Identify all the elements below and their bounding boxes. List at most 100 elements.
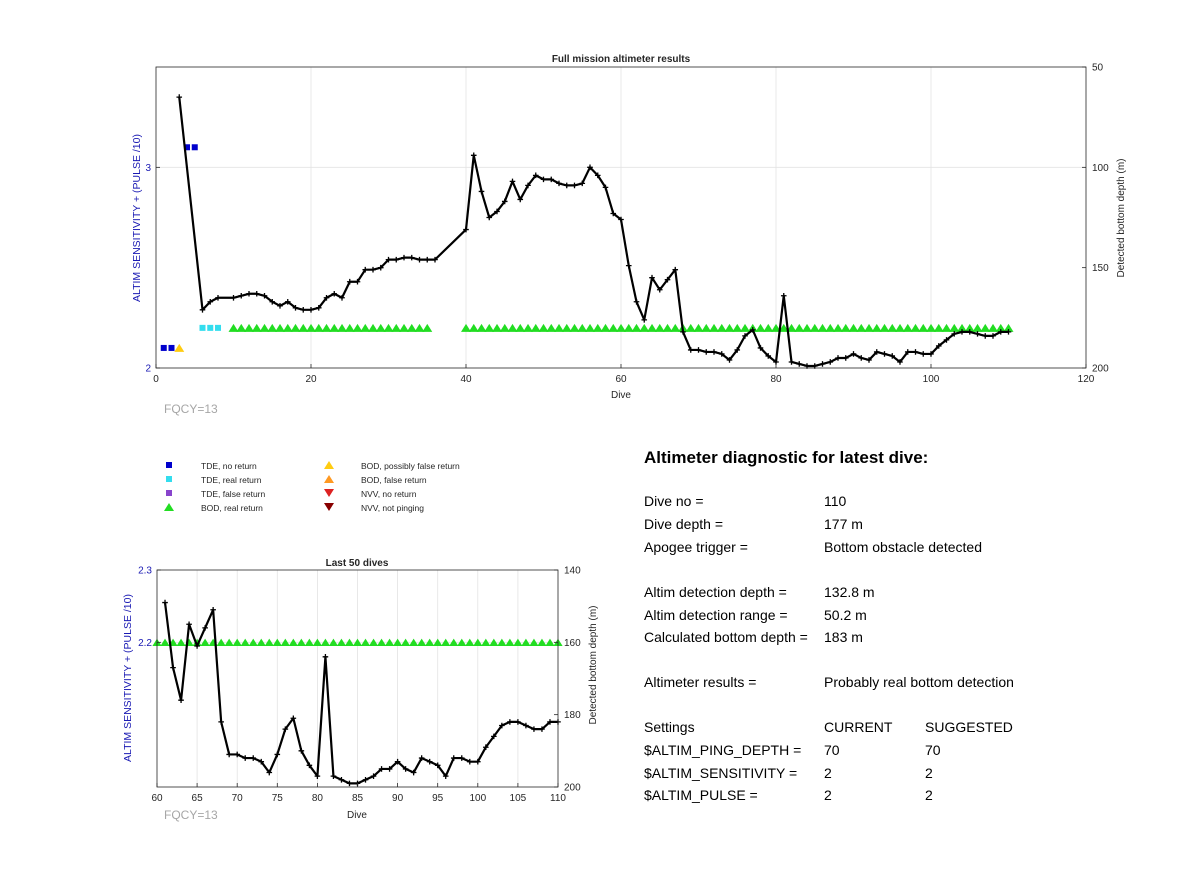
bod-marker	[461, 323, 471, 332]
legend-item-bod-possibly-false: BOD, possibly false return	[324, 461, 460, 471]
diag-value-detection-range: 50.2 m	[824, 607, 867, 623]
bottom-depth-point	[827, 359, 834, 365]
bottom-depth-point	[695, 347, 702, 353]
bod-marker	[561, 323, 572, 332]
bottom-depth-point	[226, 751, 232, 758]
bod-marker	[879, 323, 890, 332]
bod-marker	[616, 323, 626, 332]
bod-marker	[910, 323, 921, 332]
bod-marker	[709, 323, 719, 332]
bottom-depth-point	[904, 349, 911, 355]
bod-marker	[685, 323, 696, 332]
bod-marker	[368, 638, 379, 647]
bottom-depth-point	[687, 347, 694, 353]
settings-header-label: Settings	[644, 719, 695, 735]
diag-label-dive-no: Dive no =	[644, 493, 704, 509]
bottom-depth-point	[517, 196, 524, 203]
bod-marker	[264, 638, 274, 647]
bottom-depth-point	[315, 305, 322, 311]
x-tick-label: 110	[550, 793, 566, 804]
bottom-depth-point	[424, 256, 431, 263]
bod-marker	[383, 323, 394, 332]
bod-marker	[406, 323, 417, 332]
bottom-depth-point	[234, 751, 240, 758]
bottom-depth-point	[377, 264, 384, 271]
diagnostic-panel: Altimeter diagnostic for latest dive: Di…	[644, 448, 1014, 803]
bod-marker	[306, 323, 316, 332]
bottom-depth-point	[515, 719, 521, 725]
bod-marker	[507, 323, 518, 332]
bod-marker	[623, 323, 634, 332]
x-tick-label: 60	[151, 793, 163, 804]
x-tick-label: 0	[153, 374, 159, 385]
x-tick-label: 75	[272, 793, 284, 804]
bottom-depth-point	[218, 719, 224, 725]
bottom-depth-point	[346, 278, 353, 285]
diag-label-apogee-trigger: Apogee trigger =	[644, 539, 748, 555]
bod-marker	[631, 323, 642, 332]
bod-marker	[786, 323, 797, 332]
settings-header-current: CURRENT	[824, 719, 893, 735]
setting-sensitivity-suggested: 2	[925, 765, 933, 781]
bottom-depth-point	[866, 357, 872, 363]
legend-label: BOD, false return	[361, 475, 427, 485]
bod-marker	[216, 638, 226, 647]
bod-marker	[670, 323, 681, 332]
bod-marker	[422, 323, 433, 332]
bottom-depth-point	[499, 722, 505, 729]
bottom-depth-point	[718, 351, 725, 357]
bod-marker	[600, 323, 611, 332]
bod-marker	[662, 323, 673, 332]
legend-item-nvv-not-pinging: NVV, not pinging	[324, 503, 424, 513]
bod-marker	[848, 323, 859, 332]
bod-marker	[399, 323, 409, 332]
bottom-depth-point	[274, 751, 281, 758]
setting-ping-depth-label: $ALTIM_PING_DEPTH =	[644, 742, 801, 758]
bottom-depth-point	[726, 357, 733, 363]
bottom-depth-point	[974, 331, 981, 337]
left-tick-label: 2	[145, 364, 151, 375]
right-tick-label: 150	[1092, 263, 1109, 274]
bottom-depth-point	[475, 758, 481, 765]
bottom-depth-point	[610, 210, 617, 217]
bottom-depth-point	[463, 226, 469, 233]
bottom-depth-point	[162, 599, 168, 606]
bottom-depth-point	[410, 769, 417, 776]
bottom-depth-point	[450, 755, 457, 761]
bottom-depth-point	[442, 773, 449, 779]
bod-marker	[244, 323, 254, 332]
legend-label: TDE, false return	[201, 489, 266, 499]
bottom-depth-point	[483, 744, 489, 751]
bod-marker	[312, 638, 322, 647]
bod-marker	[240, 638, 250, 647]
bod-marker	[972, 323, 983, 332]
bottom-depth-point	[672, 266, 679, 273]
legend-square-icon	[166, 490, 172, 496]
bod-marker	[328, 638, 339, 647]
bottom-depth-point	[306, 762, 313, 769]
bottom-depth-point	[362, 266, 369, 273]
bod-marker	[926, 323, 936, 332]
bottom-depth-point	[486, 214, 493, 221]
bod-marker	[468, 323, 479, 332]
bod-marker	[174, 343, 185, 352]
bottom-depth-point	[418, 755, 425, 761]
bottom-depth-point	[362, 776, 369, 783]
bod-marker	[248, 638, 258, 647]
top-right-axis-label: Detected bottom depth (m)	[1116, 159, 1127, 278]
bod-marker	[336, 638, 347, 647]
bod-marker	[329, 323, 340, 332]
bottom-depth-point	[494, 208, 500, 215]
bod-marker	[499, 323, 510, 332]
bottom-depth-point	[889, 353, 896, 359]
top-fqcy-note: FQCY=13	[164, 402, 218, 416]
bod-marker	[200, 638, 210, 647]
bottom-x-axis-label: Dive	[347, 810, 367, 821]
bottom-depth-point	[339, 294, 345, 301]
bottom-depth-point	[394, 758, 401, 765]
bod-marker	[457, 638, 467, 647]
bod-marker	[949, 323, 960, 332]
bod-marker	[280, 638, 290, 647]
bod-marker	[964, 323, 975, 332]
bottom-depth-point	[509, 178, 516, 185]
